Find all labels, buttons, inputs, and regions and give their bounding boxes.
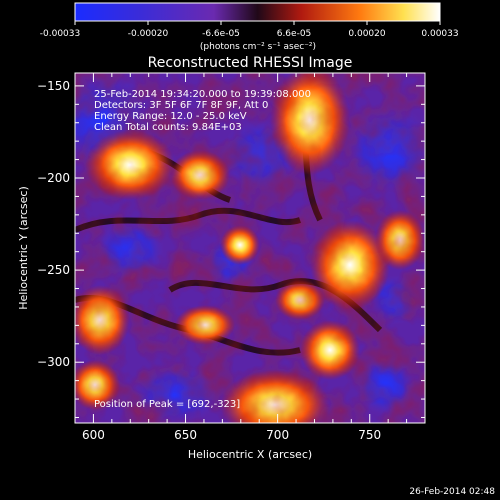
- x-tick-label: 650: [174, 428, 197, 442]
- y-tick-label: −200: [37, 171, 70, 185]
- colorbar-tick-label: 0.00033: [421, 29, 458, 39]
- colorbar-tick-label: -6.6e-05: [202, 29, 240, 39]
- annotation-detectors: Detectors: 3F 5F 6F 7F 8F 9F, Att 0: [94, 100, 268, 111]
- peak-position: Position of Peak = [692,-323]: [94, 399, 240, 410]
- plot-frame: [74, 72, 426, 424]
- x-axis-label: Heliocentric X (arcsec): [188, 448, 312, 461]
- colorbar-units: (photons cm⁻² s⁻¹ asec⁻²): [200, 42, 316, 52]
- y-tick-label: −150: [37, 79, 70, 93]
- x-axis-tick-labels: 600 650 700 750: [82, 428, 381, 442]
- colorbar-tick-labels: -0.00033 -0.00020 -6.6e-05 6.6e-05 0.000…: [40, 29, 459, 39]
- colorbar-tick-label: 0.00020: [348, 29, 385, 39]
- annotation-time-range: 25-Feb-2014 19:34:20.000 to 19:39:08.000: [94, 89, 311, 100]
- x-axis-ticks: [74, 73, 426, 423]
- y-axis-tick-labels: −150 −200 −250 −300: [37, 79, 70, 369]
- y-tick-label: −300: [37, 355, 70, 369]
- colorbar-ticks: [74, 21, 441, 25]
- x-tick-label: 750: [358, 428, 381, 442]
- y-tick-label: −250: [37, 263, 70, 277]
- plot-title: Reconstructed RHESSI Image: [148, 55, 353, 71]
- colorbar-tick-label: -0.00020: [128, 29, 169, 39]
- colorbar-tick-label: 6.6e-05: [277, 29, 312, 39]
- colorbar-tick-label: -0.00033: [40, 29, 80, 39]
- annotation-clean-counts: Clean Total counts: 9.84E+03: [94, 122, 242, 133]
- y-axis-ticks: [75, 85, 425, 418]
- annotation-energy-range: Energy Range: 12.0 - 25.0 keV: [94, 111, 247, 122]
- annotation-block: 25-Feb-2014 19:34:20.000 to 19:39:08.000…: [94, 89, 311, 133]
- timestamp: 26-Feb-2014 02:48: [409, 487, 495, 497]
- x-tick-label: 600: [82, 428, 105, 442]
- colorbar: [74, 2, 441, 22]
- y-axis-label: Heliocentric Y (arcsec): [17, 186, 30, 310]
- x-tick-label: 700: [266, 428, 289, 442]
- image-map: [75, 73, 425, 423]
